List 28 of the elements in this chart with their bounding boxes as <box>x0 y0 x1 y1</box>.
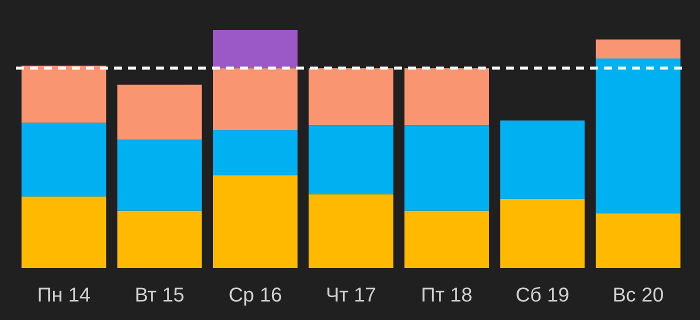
x-tick-label: Сб 19 <box>516 284 570 307</box>
bar <box>22 122 106 197</box>
bar <box>308 125 394 194</box>
x-tick-label: Пн 14 <box>37 284 90 307</box>
x-tick-label: Вт 15 <box>134 284 184 307</box>
bar <box>404 210 489 268</box>
x-tick-label: Чт 17 <box>326 284 376 307</box>
bar <box>117 210 202 268</box>
x-tick-label: Пт 18 <box>421 284 472 307</box>
bar <box>596 213 680 268</box>
bar <box>117 84 202 140</box>
x-tick-label: Ср 16 <box>228 284 282 307</box>
bar <box>213 130 298 176</box>
bar <box>117 139 202 211</box>
x-tick-label: Вс 20 <box>612 284 664 307</box>
bar <box>500 198 585 268</box>
bar <box>308 194 394 268</box>
bar <box>213 30 298 68</box>
bar <box>213 175 298 268</box>
bar <box>404 125 489 211</box>
bar <box>596 58 680 214</box>
bar <box>500 120 585 199</box>
bar <box>22 66 106 123</box>
bar <box>22 196 106 268</box>
bar <box>213 68 298 130</box>
bar <box>308 68 394 126</box>
bar <box>404 68 489 126</box>
bar <box>596 40 680 59</box>
